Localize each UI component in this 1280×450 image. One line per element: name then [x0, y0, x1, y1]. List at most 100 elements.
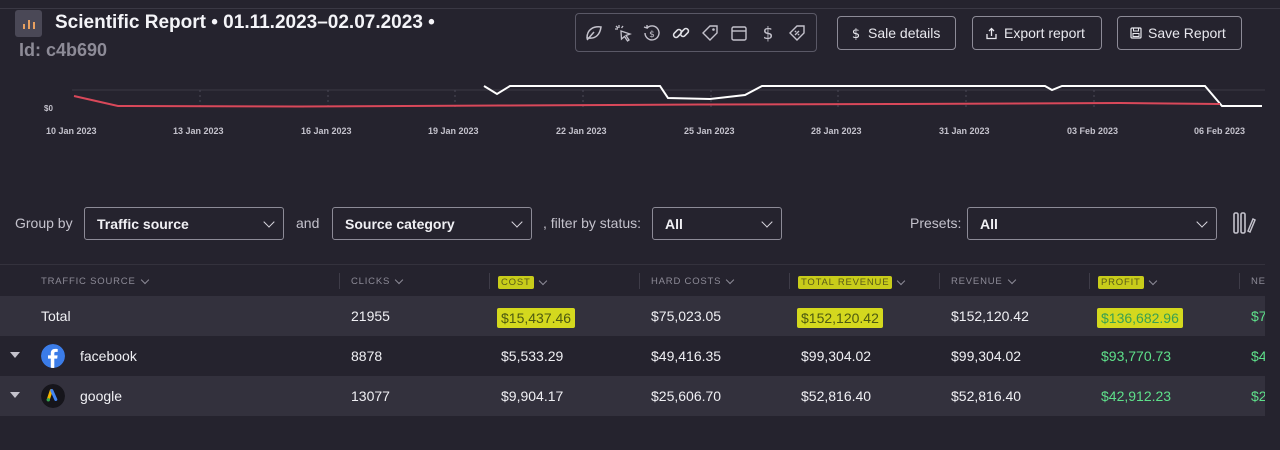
- y-tick-label: $0: [44, 104, 53, 113]
- save-report-label: Save Report: [1148, 25, 1226, 41]
- x-tick-label: 03 Feb 2023: [1067, 126, 1119, 136]
- svg-text:$: $: [852, 27, 860, 40]
- discount-tag-icon[interactable]: [785, 21, 809, 45]
- click-icon[interactable]: [611, 21, 635, 45]
- total-revenue-cell: $52,816.40: [801, 388, 872, 404]
- export-icon: [986, 27, 997, 39]
- save-report-button[interactable]: Save Report: [1117, 16, 1242, 50]
- export-report-button[interactable]: Export report: [972, 16, 1102, 50]
- second-group-select[interactable]: Source category: [332, 207, 532, 240]
- total-next: $7: [1251, 308, 1267, 324]
- top-divider: [0, 8, 1280, 9]
- source-name: facebook: [80, 348, 137, 364]
- revenue-cell: $52,816.40: [951, 388, 1022, 404]
- x-tick-label: 19 Jan 2023: [428, 126, 479, 136]
- column-header-label: TOTAL REVENUE: [798, 276, 893, 289]
- column-divider: [339, 273, 340, 289]
- x-tick-label: 10 Jan 2023: [46, 126, 97, 136]
- columns-settings-icon[interactable]: [1232, 211, 1256, 235]
- next-cell: $2: [1251, 388, 1267, 404]
- x-tick-label: 13 Jan 2023: [173, 126, 224, 136]
- column-header-label: NE: [1251, 276, 1266, 287]
- svg-text:$: $: [649, 30, 655, 40]
- refund-icon[interactable]: $: [640, 21, 664, 45]
- chevron-down-icon: [511, 215, 523, 228]
- chevron-down-icon: [1148, 276, 1157, 286]
- column-divider: [489, 273, 490, 289]
- table-row[interactable]: google 13077 $9,904.17 $25,606.70 $52,81…: [0, 376, 1267, 416]
- column-divider: [939, 273, 940, 289]
- link-icon[interactable]: [669, 21, 693, 45]
- column-header-next[interactable]: NE: [1239, 273, 1266, 289]
- x-tick-label: 28 Jan 2023: [811, 126, 862, 136]
- chevron-down-icon: [263, 215, 275, 228]
- column-header-hard-costs[interactable]: HARD COSTS: [639, 273, 735, 289]
- column-divider: [639, 273, 640, 289]
- calendar-icon[interactable]: [727, 21, 751, 45]
- table-scroll-edge: [1265, 264, 1280, 416]
- google-ads-icon: [41, 384, 65, 408]
- series-red-line: [73, 95, 1221, 108]
- chevron-down-icon: [1196, 215, 1208, 228]
- column-divider: [789, 273, 790, 289]
- column-header-traffic-source[interactable]: TRAFFIC SOURCE: [41, 275, 149, 287]
- total-label: Total: [41, 308, 71, 324]
- status-filter-select[interactable]: All: [652, 207, 782, 240]
- metric-icon-tray: $ $: [575, 13, 817, 52]
- column-header-total-revenue[interactable]: TOTAL REVENUE: [789, 273, 906, 289]
- sale-details-button[interactable]: $ Sale details: [837, 16, 956, 50]
- revenue-line-chart: $0: [44, 85, 1265, 113]
- column-header-cost[interactable]: COST: [489, 273, 547, 289]
- column-header-revenue[interactable]: REVENUE: [939, 273, 1016, 289]
- column-header-label: HARD COSTS: [651, 276, 722, 287]
- clicks-cell: 13077: [351, 388, 390, 404]
- total-revenue-cell: $99,304.02: [801, 348, 872, 364]
- sale-details-label: Sale details: [868, 25, 941, 41]
- total-revenue: $152,120.42: [951, 308, 1029, 324]
- next-cell: $4: [1251, 348, 1267, 364]
- column-header-profit[interactable]: PROFIT: [1089, 273, 1157, 289]
- column-header-label: TRAFFIC SOURCE: [41, 276, 136, 287]
- expand-caret-icon[interactable]: [10, 392, 20, 398]
- svg-text:$: $: [763, 24, 774, 43]
- chevron-down-icon: [761, 215, 773, 228]
- expand-caret-icon[interactable]: [10, 352, 20, 358]
- report-id: Id: c4b690: [19, 40, 108, 60]
- dollar-icon[interactable]: $: [756, 21, 780, 45]
- profit-cell: $42,912.23: [1101, 388, 1172, 404]
- chevron-down-icon: [140, 275, 149, 285]
- facebook-icon: [41, 344, 65, 368]
- tag-icon[interactable]: [698, 21, 722, 45]
- column-divider: [1089, 273, 1090, 289]
- x-tick-label: 22 Jan 2023: [556, 126, 607, 136]
- presets-select[interactable]: All: [967, 207, 1217, 240]
- group-by-select[interactable]: Traffic source: [84, 207, 284, 240]
- chevron-down-icon: [538, 276, 547, 286]
- total-profit: $136,682.96: [1097, 308, 1183, 328]
- export-report-label: Export report: [1004, 25, 1085, 41]
- cost-cell: $9,904.17: [501, 388, 564, 404]
- x-tick-label: 06 Feb 2023: [1194, 126, 1246, 136]
- column-header-clicks[interactable]: CLICKS: [339, 273, 404, 289]
- page-title: Scientific Report • 01.11.2023–02.07.202…: [55, 12, 435, 33]
- profit-cell: $93,770.73: [1101, 348, 1172, 364]
- chevron-down-icon: [1007, 275, 1016, 285]
- dollar-icon: $: [852, 27, 860, 40]
- x-axis-labels: 10 Jan 2023 13 Jan 2023 16 Jan 2023 19 J…: [0, 126, 1280, 140]
- revenue-cell: $99,304.02: [951, 348, 1022, 364]
- group-by-label: Group by: [15, 215, 73, 231]
- x-tick-label: 16 Jan 2023: [301, 126, 352, 136]
- chevron-down-icon: [394, 275, 404, 285]
- report-chart-icon: [15, 10, 42, 37]
- total-total-revenue: $152,120.42: [797, 308, 883, 328]
- leaf-icon[interactable]: [582, 21, 606, 45]
- chevron-down-icon: [897, 276, 906, 286]
- table-row[interactable]: facebook 8878 $5,533.29 $49,416.35 $99,3…: [0, 336, 1267, 376]
- chevron-down-icon: [726, 275, 735, 285]
- presets-label: Presets:: [910, 215, 962, 231]
- clicks-cell: 8878: [351, 348, 383, 364]
- group-by-value: Traffic source: [97, 215, 189, 232]
- hard-costs-cell: $49,416.35: [651, 348, 722, 364]
- column-header-label: REVENUE: [951, 276, 1003, 287]
- table-total-row: Total 21955 $15,437.46 $75,023.05 $152,1…: [0, 296, 1267, 336]
